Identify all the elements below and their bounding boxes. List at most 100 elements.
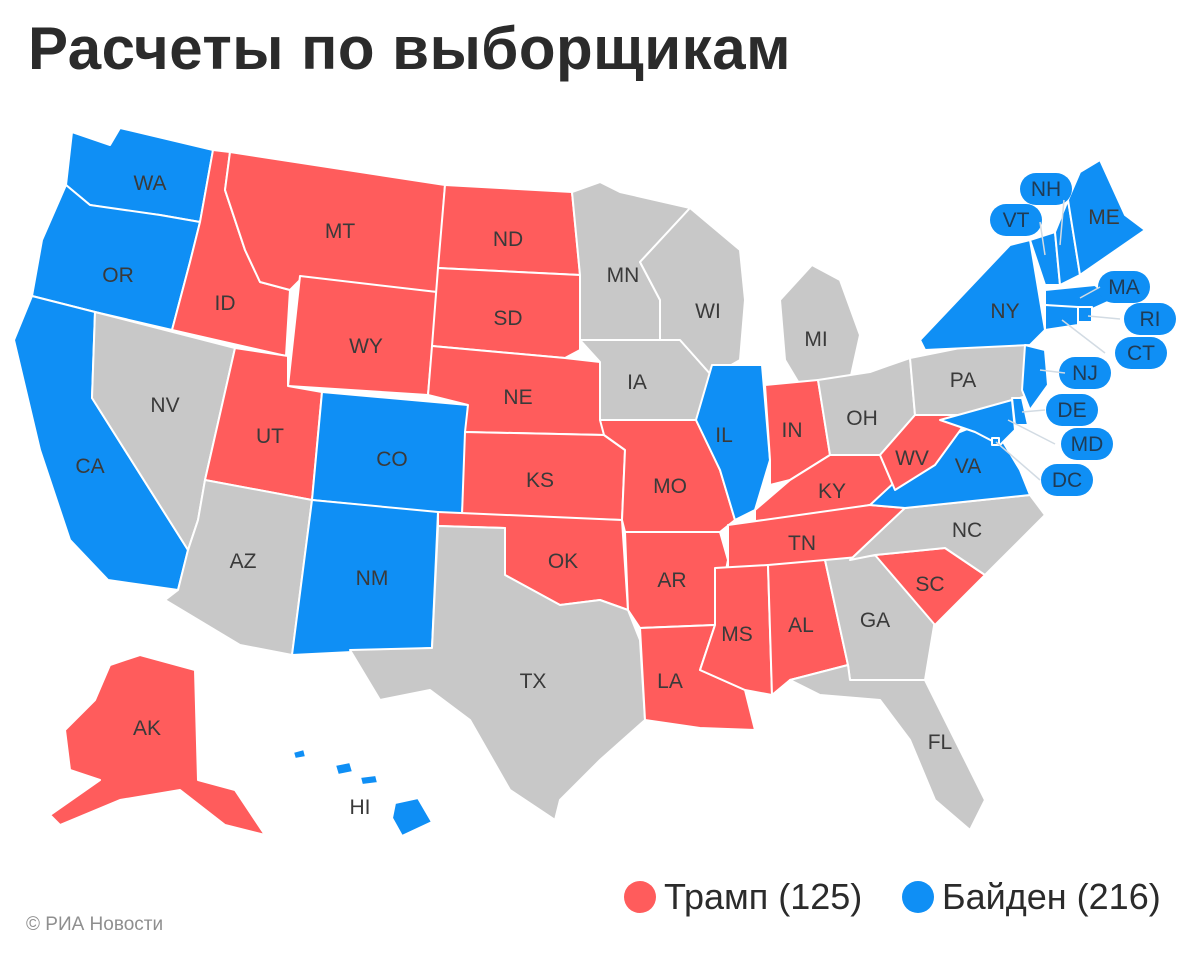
state-label-NC: NC bbox=[952, 519, 982, 542]
state-label-AZ: AZ bbox=[230, 550, 257, 573]
state-label-OH: OH bbox=[846, 407, 878, 430]
legend-biden-label: Байден (216) bbox=[942, 876, 1161, 917]
state-pill-label-NJ: NJ bbox=[1072, 362, 1098, 385]
state-pill-label-MD: MD bbox=[1071, 433, 1104, 456]
leader-NH bbox=[1059, 199, 1065, 246]
credit-text: © РИА Новости bbox=[26, 914, 164, 935]
leader-VT bbox=[1039, 221, 1046, 256]
biden-color-swatch bbox=[902, 881, 934, 913]
state-FL[interactable] bbox=[789, 664, 986, 831]
state-label-MO: MO bbox=[653, 475, 687, 498]
state-label-OK: OK bbox=[548, 550, 578, 573]
state-label-NE: NE bbox=[503, 386, 532, 409]
state-pill-bg-MA bbox=[1098, 271, 1150, 303]
state-label-MS: MS bbox=[721, 623, 753, 646]
state-label-TN: TN bbox=[788, 532, 816, 555]
leader-DC bbox=[995, 441, 1041, 481]
state-HI[interactable] bbox=[292, 748, 433, 837]
leader-NJ bbox=[1039, 369, 1066, 374]
state-label-TX: TX bbox=[520, 670, 547, 693]
state-label-LA: LA bbox=[657, 670, 683, 693]
state-TX[interactable] bbox=[349, 525, 646, 821]
leader-MD bbox=[1007, 419, 1056, 445]
state-pill-VT[interactable]: VT bbox=[990, 204, 1042, 236]
state-RI[interactable] bbox=[1077, 306, 1093, 323]
state-pill-label-VT: VT bbox=[1003, 209, 1030, 232]
legend-biden: Байден (216) bbox=[902, 876, 1161, 918]
state-CT[interactable] bbox=[1044, 304, 1079, 331]
state-pill-bg-DC bbox=[1041, 464, 1093, 496]
page-title: Расчеты по выборщикам bbox=[28, 15, 791, 82]
leader-RI bbox=[1087, 315, 1121, 320]
state-MD[interactable] bbox=[939, 399, 1016, 446]
state-pill-bg-VT bbox=[990, 204, 1042, 236]
state-pill-label-RI: RI bbox=[1140, 308, 1161, 331]
state-pill-label-DE: DE bbox=[1057, 399, 1086, 422]
leader-CT bbox=[1061, 319, 1106, 354]
state-label-ND: ND bbox=[493, 228, 523, 251]
state-pill-bg-CT bbox=[1115, 337, 1167, 369]
state-label-IN: IN bbox=[782, 419, 803, 442]
state-label-VA: VA bbox=[955, 455, 981, 478]
state-label-AK: AK bbox=[133, 717, 161, 740]
state-label-ID: ID bbox=[215, 292, 236, 315]
state-pill-label-CT: CT bbox=[1127, 342, 1155, 365]
state-label-ME: ME bbox=[1088, 206, 1120, 229]
state-pill-bg-NJ bbox=[1059, 357, 1111, 389]
state-IL[interactable] bbox=[695, 364, 771, 521]
state-label-MN: MN bbox=[607, 264, 640, 287]
state-pill-CT[interactable]: CT bbox=[1115, 337, 1167, 369]
state-label-MT: MT bbox=[325, 220, 355, 243]
leader-DE bbox=[1021, 409, 1046, 413]
state-AK[interactable] bbox=[49, 654, 266, 836]
state-label-UT: UT bbox=[256, 425, 284, 448]
state-label-AR: AR bbox=[657, 569, 686, 592]
legend-trump-label: Трамп (125) bbox=[664, 876, 863, 917]
state-pill-label-DC: DC bbox=[1052, 469, 1082, 492]
state-label-KY: KY bbox=[818, 480, 846, 503]
state-label-NV: NV bbox=[150, 394, 179, 417]
state-label-WV: WV bbox=[895, 447, 929, 470]
state-label-AL: AL bbox=[788, 614, 814, 637]
state-label-WI: WI bbox=[695, 300, 721, 323]
state-pill-RI[interactable]: RI bbox=[1124, 303, 1176, 335]
state-pill-MA[interactable]: MA bbox=[1098, 271, 1150, 303]
state-MI[interactable] bbox=[779, 264, 861, 386]
state-label-IL: IL bbox=[715, 424, 733, 447]
state-ME[interactable] bbox=[1067, 159, 1146, 276]
state-label-WY: WY bbox=[349, 335, 383, 358]
legend-trump: Трамп (125) bbox=[624, 876, 862, 918]
state-label-WA: WA bbox=[133, 172, 166, 195]
state-label-FL: FL bbox=[928, 731, 953, 754]
state-label-HI: HI bbox=[350, 796, 371, 819]
state-label-SD: SD bbox=[493, 307, 522, 330]
state-label-CA: CA bbox=[75, 455, 104, 478]
state-pill-MD[interactable]: MD bbox=[1061, 428, 1113, 460]
state-pill-NH[interactable]: NH bbox=[1020, 173, 1072, 205]
state-pill-label-NH: NH bbox=[1031, 178, 1061, 201]
state-pill-DE[interactable]: DE bbox=[1046, 394, 1098, 426]
leader-MA bbox=[1079, 286, 1101, 299]
state-pill-label-MA: MA bbox=[1108, 276, 1140, 299]
state-label-IA: IA bbox=[627, 371, 647, 394]
state-SD[interactable] bbox=[431, 267, 581, 359]
state-pill-bg-RI bbox=[1124, 303, 1176, 335]
state-label-SC: SC bbox=[915, 573, 944, 596]
state-label-NM: NM bbox=[356, 567, 389, 590]
state-label-MI: MI bbox=[804, 328, 827, 351]
state-NY[interactable] bbox=[919, 239, 1046, 351]
trump-color-swatch bbox=[624, 881, 656, 913]
state-MA[interactable] bbox=[1044, 284, 1113, 311]
state-label-OR: OR bbox=[102, 264, 134, 287]
state-pill-NJ[interactable]: NJ bbox=[1059, 357, 1111, 389]
state-pill-bg-MD bbox=[1061, 428, 1113, 460]
state-pill-bg-NH bbox=[1020, 173, 1072, 205]
state-label-GA: GA bbox=[860, 609, 890, 632]
state-NJ[interactable] bbox=[1021, 344, 1049, 411]
state-pill-DC[interactable]: DC bbox=[1041, 464, 1093, 496]
state-label-NY: NY bbox=[990, 300, 1019, 323]
state-label-PA: PA bbox=[950, 369, 976, 392]
state-label-CO: CO bbox=[376, 448, 408, 471]
state-pill-bg-DE bbox=[1046, 394, 1098, 426]
